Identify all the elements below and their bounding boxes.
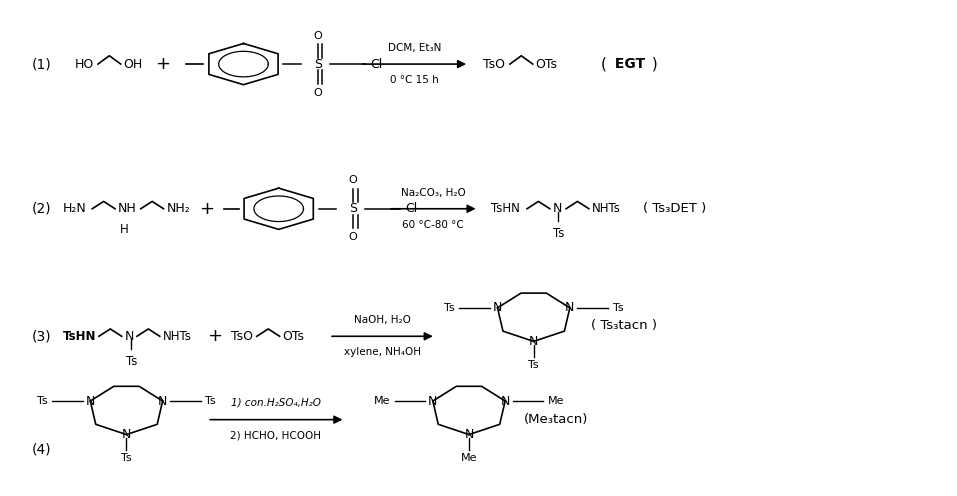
- Text: O: O: [313, 87, 323, 98]
- Text: O: O: [348, 232, 357, 242]
- Text: H₂N: H₂N: [63, 202, 86, 215]
- Text: Me: Me: [548, 396, 565, 406]
- Text: EGT: EGT: [610, 57, 645, 71]
- Text: Ts: Ts: [444, 303, 455, 313]
- Text: Cl: Cl: [370, 58, 382, 70]
- Text: Ts: Ts: [612, 303, 623, 313]
- Text: (: (: [600, 57, 606, 71]
- Text: DCM, Et₃N: DCM, Et₃N: [388, 43, 441, 53]
- Text: Ts: Ts: [125, 355, 137, 368]
- Text: H: H: [121, 224, 129, 237]
- Text: OTs: OTs: [536, 58, 558, 70]
- Text: Ts: Ts: [37, 396, 48, 406]
- Text: N: N: [85, 394, 95, 408]
- Text: (Me₃tacn): (Me₃tacn): [524, 413, 589, 426]
- Text: N: N: [566, 302, 574, 314]
- Text: Ts: Ts: [206, 396, 216, 406]
- Text: Ts: Ts: [122, 453, 132, 463]
- Text: HO: HO: [75, 58, 95, 70]
- Text: OTs: OTs: [282, 330, 304, 343]
- Text: (2): (2): [32, 202, 51, 216]
- Text: ( Ts₃tacn ): ( Ts₃tacn ): [590, 319, 657, 332]
- Text: (4): (4): [32, 442, 51, 456]
- Text: 0 °C 15 h: 0 °C 15 h: [389, 75, 438, 85]
- Text: TsO: TsO: [232, 330, 253, 343]
- Text: O: O: [348, 175, 357, 186]
- Text: NaOH, H₂O: NaOH, H₂O: [354, 315, 411, 325]
- Text: NHTs: NHTs: [163, 330, 191, 343]
- Text: O: O: [313, 31, 323, 41]
- Text: 1) con.H₂SO₄,H₂O: 1) con.H₂SO₄,H₂O: [231, 397, 321, 407]
- Text: N: N: [124, 330, 134, 343]
- Text: Cl: Cl: [405, 202, 417, 215]
- Text: N: N: [428, 394, 437, 408]
- Text: TsO: TsO: [483, 58, 505, 70]
- Text: S: S: [349, 202, 357, 215]
- Text: N: N: [553, 202, 562, 215]
- Text: N: N: [158, 394, 167, 408]
- Text: S: S: [314, 58, 322, 70]
- Text: NH₂: NH₂: [167, 202, 190, 215]
- Text: Na₂CO₃, H₂O: Na₂CO₃, H₂O: [401, 188, 466, 198]
- Text: N: N: [529, 335, 539, 348]
- Text: Ts: Ts: [553, 227, 564, 241]
- Text: NH: NH: [118, 202, 137, 215]
- Text: ( Ts₃DET ): ( Ts₃DET ): [643, 202, 706, 215]
- Text: N: N: [464, 428, 474, 441]
- Text: 2) HCHO, HCOOH: 2) HCHO, HCOOH: [231, 431, 322, 440]
- Text: Me: Me: [460, 453, 478, 463]
- Text: +: +: [199, 200, 213, 218]
- Text: Ts: Ts: [528, 360, 539, 370]
- Text: N: N: [501, 394, 510, 408]
- Text: TsHN: TsHN: [491, 202, 520, 215]
- Text: (1): (1): [32, 57, 51, 71]
- Text: ): ): [647, 57, 657, 71]
- Text: N: N: [493, 302, 502, 314]
- Text: xylene, NH₄OH: xylene, NH₄OH: [344, 347, 421, 357]
- Text: +: +: [208, 327, 222, 345]
- Text: Me: Me: [373, 396, 390, 406]
- Text: 60 °C-80 °C: 60 °C-80 °C: [403, 220, 464, 230]
- Text: +: +: [155, 55, 170, 73]
- Text: (3): (3): [32, 329, 51, 343]
- Text: NHTs: NHTs: [591, 202, 620, 215]
- Text: N: N: [122, 428, 131, 441]
- Text: TsHN: TsHN: [63, 330, 97, 343]
- Text: OH: OH: [123, 58, 143, 70]
